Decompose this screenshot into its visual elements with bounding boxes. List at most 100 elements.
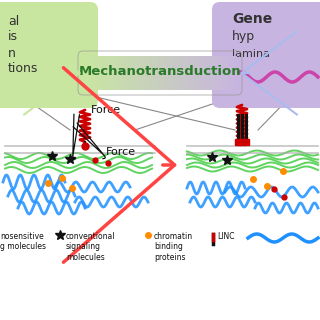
Bar bbox=[124, 56, 126, 90]
Text: Mechanotransduction: Mechanotransduction bbox=[79, 65, 241, 77]
Bar bbox=[162, 56, 163, 90]
Bar bbox=[183, 56, 185, 90]
Bar bbox=[232, 56, 234, 90]
Bar bbox=[212, 56, 214, 90]
Bar bbox=[88, 56, 89, 90]
Bar bbox=[146, 56, 148, 90]
Bar bbox=[128, 56, 129, 90]
Bar bbox=[189, 56, 191, 90]
Bar bbox=[134, 56, 135, 90]
Text: Force: Force bbox=[91, 105, 121, 115]
Bar bbox=[231, 56, 232, 90]
Bar bbox=[158, 56, 160, 90]
Bar bbox=[129, 56, 131, 90]
Bar bbox=[197, 56, 198, 90]
Text: chromatin
binding
proteins: chromatin binding proteins bbox=[154, 232, 193, 262]
Bar bbox=[180, 56, 182, 90]
Bar bbox=[163, 56, 165, 90]
Bar bbox=[105, 56, 106, 90]
Bar bbox=[108, 56, 109, 90]
Bar bbox=[118, 56, 120, 90]
Bar bbox=[214, 56, 215, 90]
Bar bbox=[106, 56, 108, 90]
Bar bbox=[117, 56, 118, 90]
Bar bbox=[179, 56, 180, 90]
Bar bbox=[89, 56, 91, 90]
Bar bbox=[132, 56, 134, 90]
Bar bbox=[111, 56, 112, 90]
Bar bbox=[208, 56, 209, 90]
Bar bbox=[149, 56, 151, 90]
Bar bbox=[196, 56, 197, 90]
Bar bbox=[120, 56, 122, 90]
Bar bbox=[219, 56, 220, 90]
Bar bbox=[191, 56, 192, 90]
Bar bbox=[226, 56, 228, 90]
Bar bbox=[114, 56, 116, 90]
Bar bbox=[160, 56, 162, 90]
Bar bbox=[236, 56, 237, 90]
Bar bbox=[234, 56, 236, 90]
Bar bbox=[154, 56, 156, 90]
Bar bbox=[174, 56, 175, 90]
Text: al: al bbox=[8, 15, 19, 28]
Bar bbox=[175, 56, 177, 90]
Bar bbox=[83, 56, 84, 90]
Bar bbox=[205, 56, 206, 90]
Bar bbox=[220, 56, 222, 90]
Bar bbox=[200, 56, 202, 90]
Text: is: is bbox=[8, 30, 18, 43]
Text: hyp: hyp bbox=[232, 30, 255, 43]
Bar bbox=[115, 56, 117, 90]
Bar bbox=[171, 56, 172, 90]
Bar bbox=[192, 56, 194, 90]
Bar bbox=[91, 56, 92, 90]
Text: nosensitive
g molecules: nosensitive g molecules bbox=[0, 232, 46, 252]
FancyBboxPatch shape bbox=[0, 2, 98, 108]
Bar bbox=[172, 56, 174, 90]
Bar bbox=[122, 56, 123, 90]
Bar bbox=[112, 56, 114, 90]
Text: lamina: lamina bbox=[232, 49, 270, 59]
Bar bbox=[137, 56, 139, 90]
Bar bbox=[151, 56, 152, 90]
Bar bbox=[126, 56, 128, 90]
Bar bbox=[209, 56, 211, 90]
Bar bbox=[215, 56, 217, 90]
Bar bbox=[95, 56, 97, 90]
Bar bbox=[140, 56, 141, 90]
Bar bbox=[202, 56, 203, 90]
Bar bbox=[94, 56, 95, 90]
Bar bbox=[141, 56, 143, 90]
Bar bbox=[145, 56, 146, 90]
Bar bbox=[203, 56, 205, 90]
Bar bbox=[99, 56, 100, 90]
Bar bbox=[97, 56, 99, 90]
Bar bbox=[109, 56, 111, 90]
Bar bbox=[181, 56, 183, 90]
Bar bbox=[164, 56, 166, 90]
Bar bbox=[211, 56, 212, 90]
Text: Gene: Gene bbox=[232, 12, 272, 26]
Bar bbox=[135, 56, 137, 90]
Bar bbox=[206, 56, 208, 90]
Bar bbox=[131, 56, 132, 90]
Text: LINC: LINC bbox=[217, 232, 235, 241]
Bar bbox=[84, 56, 86, 90]
Bar bbox=[186, 56, 188, 90]
Bar bbox=[148, 56, 149, 90]
Bar bbox=[143, 56, 145, 90]
Text: Force: Force bbox=[106, 147, 136, 157]
Bar bbox=[100, 56, 101, 90]
Bar bbox=[103, 56, 105, 90]
Bar bbox=[221, 56, 223, 90]
Text: conventional
signaling
molecules: conventional signaling molecules bbox=[66, 232, 116, 262]
Bar bbox=[228, 56, 229, 90]
Bar bbox=[156, 56, 157, 90]
Bar bbox=[185, 56, 186, 90]
FancyBboxPatch shape bbox=[212, 2, 320, 108]
Bar bbox=[86, 56, 88, 90]
Bar bbox=[225, 56, 226, 90]
Bar bbox=[152, 56, 154, 90]
Bar bbox=[223, 56, 225, 90]
